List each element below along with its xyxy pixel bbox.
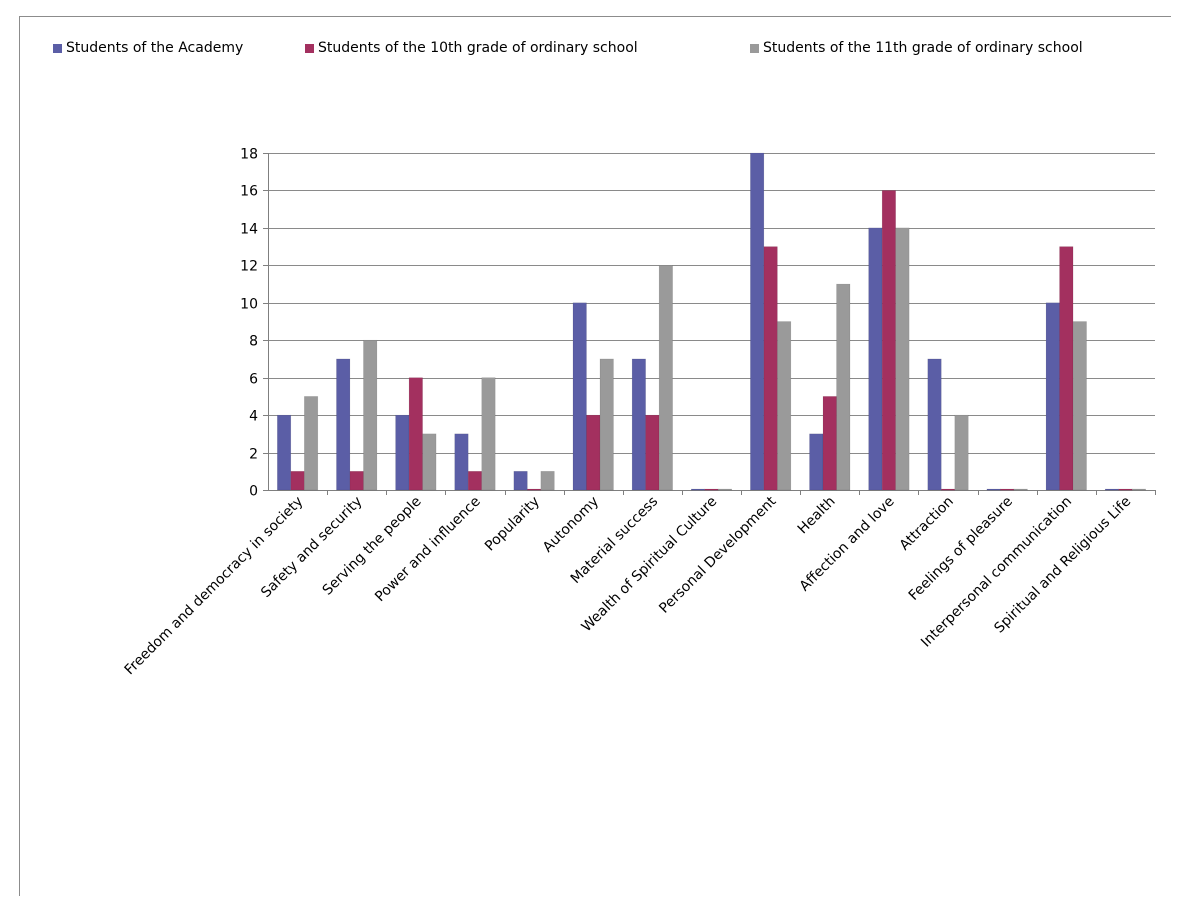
bar [422, 433, 437, 491]
y-tick-label: 10 [240, 297, 258, 313]
bar [467, 470, 483, 491]
x-tick-label: Popularity [482, 494, 543, 555]
bar [809, 433, 824, 491]
y-tick-label: 18 [240, 147, 258, 163]
legend-swatch-10th-grade [305, 44, 314, 53]
x-tick-label: Personal Development [656, 493, 780, 617]
bar [927, 358, 942, 491]
bar [763, 246, 778, 491]
y-tick-label: 16 [240, 184, 258, 200]
x-tick-label: Power and influence [372, 494, 484, 606]
bar [658, 265, 673, 491]
bar [704, 488, 719, 491]
bar [631, 358, 646, 491]
bar [586, 414, 601, 491]
bar [1118, 488, 1133, 491]
bar [1072, 321, 1087, 491]
bar [481, 377, 496, 491]
bar [363, 339, 378, 491]
bar [940, 488, 956, 491]
bar [1000, 488, 1015, 491]
bar [954, 414, 969, 491]
bar [290, 470, 305, 491]
legend-label-11th-grade: Students of the 11th grade of ordinary s… [763, 40, 1083, 56]
bar [540, 470, 555, 491]
bar [881, 190, 896, 491]
bar [395, 414, 410, 491]
bar [717, 488, 733, 491]
bar [1131, 488, 1146, 491]
legend-label-academy: Students of the Academy [66, 40, 244, 56]
legend-swatch-academy [53, 44, 62, 53]
x-tick-label: Safety and security [258, 494, 365, 601]
bar [1059, 246, 1074, 491]
legend-label-10th-grade: Students of the 10th grade of ordinary s… [318, 40, 638, 56]
bar [1045, 302, 1060, 491]
bar [408, 377, 423, 491]
legend-swatch-11th-grade [750, 44, 759, 53]
chart-frame [19, 16, 1171, 896]
bar [777, 321, 792, 491]
bar [690, 488, 706, 491]
bar [572, 302, 587, 491]
bar [822, 396, 837, 491]
x-tick-label: Attraction [897, 494, 957, 554]
x-tick-label: Autonomy [540, 494, 602, 556]
bar [1104, 488, 1119, 491]
bar [454, 433, 469, 491]
y-tick-label: 4 [249, 409, 258, 425]
x-tick-label: Serving the people [320, 494, 425, 599]
bar [895, 227, 910, 491]
bar [868, 227, 883, 491]
y-tick-label: 2 [249, 447, 258, 463]
bar [349, 470, 364, 491]
bar [304, 396, 319, 491]
bar [986, 488, 1001, 491]
bar [836, 283, 851, 491]
bar [277, 414, 292, 491]
bar [1013, 488, 1028, 491]
chart-legend: Students of the Academy Students of the … [0, 40, 1190, 60]
y-tick-label: 12 [240, 259, 258, 275]
bar [527, 488, 542, 491]
x-tick-label: Feelings of pleasure [906, 494, 1016, 604]
bar [336, 358, 351, 491]
y-tick-label: 8 [249, 334, 258, 350]
bar [599, 358, 614, 491]
y-tick-label: 14 [240, 222, 258, 238]
x-tick-label: Health [795, 494, 839, 538]
y-tick-label: 0 [249, 484, 258, 500]
y-tick-label: 6 [249, 372, 258, 388]
bar [645, 414, 660, 491]
bar [513, 470, 528, 491]
bar [750, 152, 765, 491]
